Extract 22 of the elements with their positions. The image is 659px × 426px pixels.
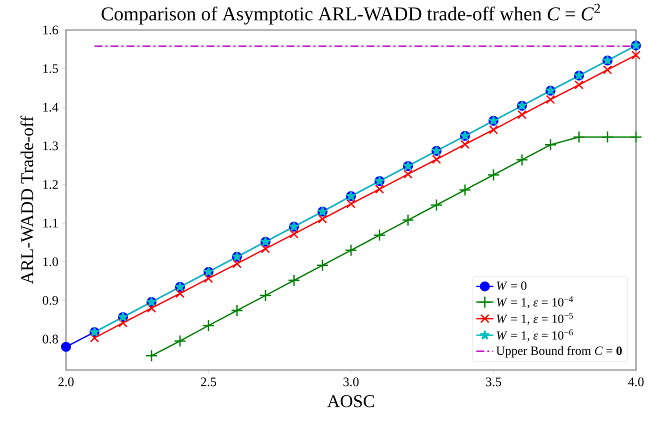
y-tick-label: 0.8 [42, 334, 58, 344]
x-tick-label: 3.0 [344, 378, 359, 386]
y-tick-label: 1.2 [43, 180, 58, 189]
x-axis-title: AOSC [327, 395, 374, 408]
y-tick-label: 0.9 [42, 296, 58, 305]
x-tick-label: 4.0 [628, 378, 644, 386]
y-tick-label: 1.4 [43, 102, 58, 112]
legend-label: W = 1, ε = 10$^{−6}$ [496, 329, 573, 342]
legend-label: W = 1, ε = 10$^{−5}$ [496, 312, 573, 325]
y-tick-label: 1.3 [43, 142, 58, 150]
y-tick-label: 1.1 [43, 218, 58, 228]
y-tick-label: 1.0 [43, 257, 58, 266]
x-tick-label: 3.5 [486, 378, 502, 386]
y-axis-title: ARL-WADD Trade-off [20, 116, 34, 284]
legend-label: W = 1, ε = 10$^{−4}$ [496, 296, 574, 308]
chart-title: Comparison of Asymptotic ARL-WADD trade-off when C = C$^{2}$ [102, 4, 600, 24]
y-tick-label: 1.5 [43, 64, 58, 74]
legend-label: W = 0 [496, 281, 526, 290]
legend-label: Upper Bound from C = 0 [496, 346, 622, 358]
x-tick-label: 2.0 [58, 378, 74, 386]
y-tick-label: 1.6 [43, 26, 58, 34]
x-tick-label: 2.5 [200, 378, 216, 386]
